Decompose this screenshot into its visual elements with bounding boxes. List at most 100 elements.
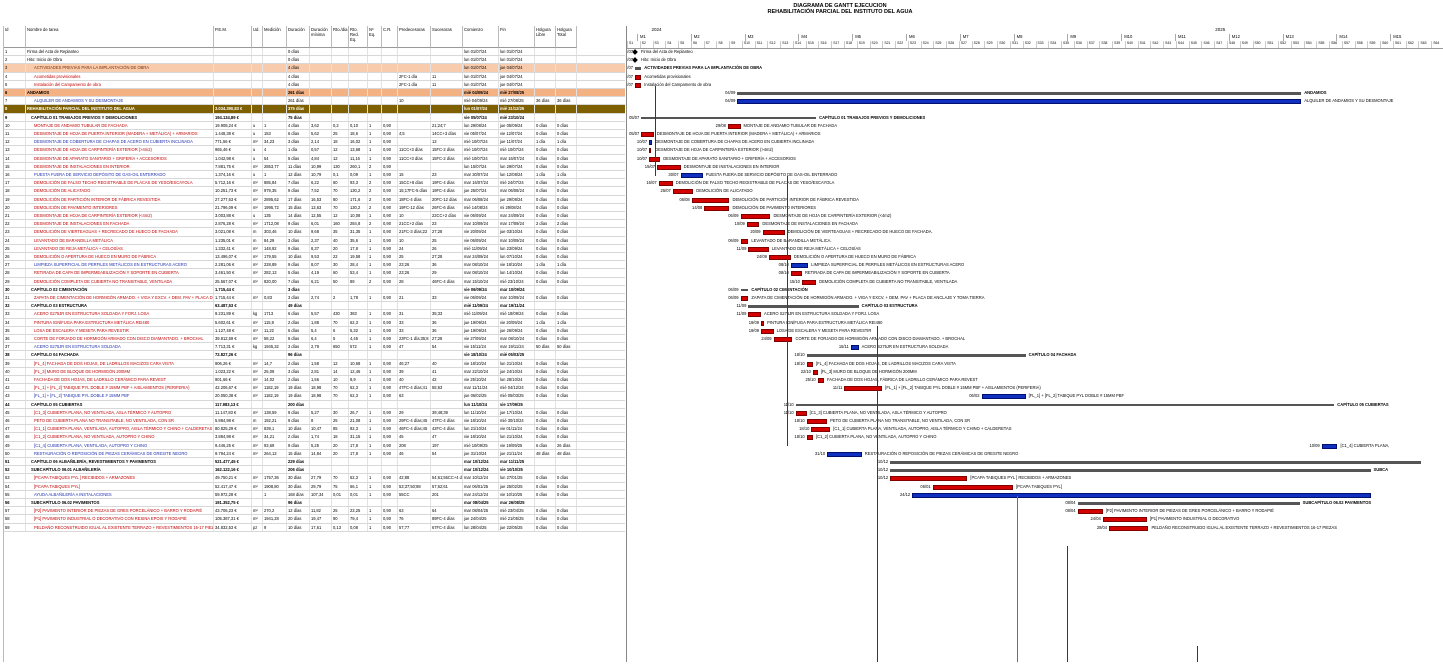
table-row[interactable]: 5 Instalación del Campamento de obra 4 día… [4, 80, 625, 89]
task-bar[interactable] [932, 484, 1013, 490]
column-header-rto[interactable]: Rto./dia [332, 26, 349, 48]
table-row[interactable]: 1 Firma del Acta de Replanteo 0 días lun 01… [4, 48, 625, 57]
task-bar[interactable] [740, 214, 771, 219]
task-bar[interactable] [795, 410, 807, 416]
column-header-pred[interactable]: Predecesoras [398, 26, 431, 48]
summary-bar[interactable] [890, 461, 1421, 464]
column-header-pem[interactable]: P.E.M. [214, 26, 252, 48]
table-row[interactable]: 44 CAPÍTULO 05 CUBIERTAS 117.983,13 € 200 d… [4, 400, 625, 409]
table-row[interactable]: 48 [C1_2] CUBIERTA PLANA, NO VENTILADA, A… [4, 433, 625, 442]
table-row[interactable]: 53 [PCAPA TABIQUES PYL ] RECIBIDOS + ARMA… [4, 474, 625, 483]
task-bar[interactable] [790, 271, 802, 277]
table-row[interactable]: 11 DESMONTAJE DE HOJA DE PUERTA INTERIOR … [4, 130, 625, 139]
column-header-start[interactable]: Comienzo [463, 26, 499, 48]
table-row[interactable]: 6 ANDAMIOS 261 días mié 04/09/24 mié 27/08/2… [4, 89, 625, 98]
task-bar[interactable] [890, 476, 968, 482]
table-row[interactable]: 21 DESMONTAJE DE HOJA DE CARPINTERÍA EXTE… [4, 212, 625, 221]
table-row[interactable]: 22 DESMONTAJE DE INSTALACIONES EN FACHADA… [4, 220, 625, 229]
table-row[interactable]: 8 REHABILITACIÓN PARCIAL DEL INSTITUTO DE… [4, 105, 625, 114]
task-bar[interactable] [817, 378, 824, 383]
task-bar[interactable] [658, 181, 673, 187]
summary-bar[interactable] [740, 288, 749, 292]
table-row[interactable]: 17 DEMOLICIÓN DE FALSO TECHO REGISTRABLE … [4, 179, 625, 188]
table-row[interactable]: 12 DESMONTAJE DE COBERTURA DE CHAPAS DE A… [4, 138, 625, 147]
task-bar[interactable] [806, 435, 813, 441]
table-row[interactable]: 26 DEMOLICIÓN O APERTURA DE HUECO EN MURO… [4, 253, 625, 262]
table-row[interactable]: 19 DEMOLICIÓN DE PARTICIÓN INTERIOR DE FÁ… [4, 195, 625, 204]
table-row[interactable]: 45 [C1_3] CUBIERTA PLANA, NO VENTILADA, A… [4, 408, 625, 417]
table-row[interactable]: 35 LOSA DE ESCALERA Y MESETA PARA REVESTI… [4, 326, 625, 335]
task-bar-slack[interactable] [850, 345, 859, 351]
table-row[interactable]: 49 [C1_4] CUBIERTA PLANA, VENTILADA, AUTO… [4, 441, 625, 450]
table-row[interactable]: 13 DESMONTAJE DE HOJA DE CARPINTERÍA EXTE… [4, 146, 625, 155]
task-bar[interactable] [806, 419, 828, 424]
task-bar[interactable] [740, 238, 749, 244]
summary-bar[interactable] [737, 92, 1302, 95]
column-header-end[interactable]: Fin [499, 26, 535, 48]
table-row[interactable]: 18 DEMOLICIÓN DE ALICATADO 10.251,73 € m² 97… [4, 187, 625, 196]
table-row[interactable]: 47 [C1_1] CUBIERTA PLANA, VENTILADA, AUTO… [4, 425, 625, 434]
task-bar[interactable] [1109, 525, 1149, 531]
task-bar[interactable] [748, 246, 769, 252]
table-row[interactable]: 29 DEMOLICIÓN COMPLETA DE CUBIERTA NO TRA… [4, 277, 625, 286]
task-bar[interactable] [746, 222, 760, 228]
table-row[interactable]: 38 CAPÍTULO 04 FACHADA 72.827,26 € 96 días v… [4, 351, 625, 360]
table-row[interactable]: 55 AYUDA ALBAÑILERÍA A INSTALACIONES 59.97… [4, 490, 625, 499]
task-bar[interactable] [811, 427, 831, 433]
task-table[interactable]: Id Nombre de tarea P.E.M. Ud. Medición Duraci… [3, 26, 625, 662]
task-bar[interactable] [740, 296, 749, 301]
column-header-neq[interactable]: Nº Eq. [368, 26, 382, 48]
summary-bar[interactable] [635, 67, 642, 70]
task-bar[interactable] [801, 279, 817, 285]
table-row[interactable]: 37 ACERO S275JR EN ESTRUCTURA SOLDADA 7.71… [4, 343, 625, 352]
table-row[interactable]: 15 DESMONTAJE DE INSTALACIONES EN INTERIO… [4, 162, 625, 171]
task-bar-slack[interactable] [827, 451, 862, 457]
table-row[interactable]: 25 LEVANTADO DE REJA METÁLICA + CELOSÍAS 1… [4, 244, 625, 253]
table-row[interactable]: 14 DESMONTAJE DE APARATO SANITARIO + GRIF… [4, 154, 625, 163]
task-bar[interactable] [641, 132, 654, 137]
task-bar[interactable] [649, 148, 652, 154]
table-row[interactable]: 41 FACHADA DE DOS HOJAS, DE LADRILLO CERÁ… [4, 376, 625, 385]
summary-bar[interactable] [795, 403, 1335, 407]
summary-bar[interactable] [748, 305, 859, 308]
task-bar[interactable] [806, 361, 813, 367]
table-row[interactable]: 36 CORTE DE FORJADO DE HORMIGÓN ARMADO CO… [4, 335, 625, 344]
column-header-hl[interactable]: Holgura Libre [535, 26, 556, 48]
table-row[interactable]: 30 CAPÍTULO 02 CIMENTACIÓN 1.715,44 € 3 día… [4, 285, 625, 294]
table-row[interactable]: 32 CAPÍTULO 03 ESTRUCTURA 63.487,53 € 49 dí… [4, 302, 625, 311]
table-row[interactable]: 9 CAPÍTULO 01 TRABAJOS PREVIOS Y DEMOLICI… [4, 113, 625, 122]
task-bar[interactable] [672, 189, 694, 195]
table-row[interactable]: 34 PINTURA IGNÍFUGA PARA ESTRUCTURA METÁL… [4, 318, 625, 327]
table-row[interactable]: 43 [FL_1] + [FL_2] TABIQUE PYL DOBLE # 15… [4, 392, 625, 401]
table-row[interactable]: 33 ACERO S275JR EN ESTRUCTURA SOLDADA Y F… [4, 310, 625, 319]
task-bar-slack[interactable] [981, 394, 1026, 400]
table-row[interactable]: 28 RETIRADA DE CAPA DE IMPERMEABILIZACIÓN… [4, 269, 625, 278]
table-row[interactable]: 46 PETO DE CUBIERTA PLANA NO TRANSITABLE,… [4, 417, 625, 426]
column-header-suc[interactable]: Sucesoras [431, 26, 463, 48]
column-header-cr[interactable]: C.R. [382, 26, 398, 48]
table-row[interactable]: 2 Hito: Inicio de Obra 0 días lun 01/07/24 l… [4, 56, 625, 65]
task-bar[interactable] [762, 230, 785, 236]
table-row[interactable]: 10 MONTAJE DE ANDAMIO TUBULAR DE FACHADA 1… [4, 121, 625, 130]
task-bar[interactable] [844, 386, 883, 392]
table-row[interactable]: 39 [FL_4] FACHADA DE DOS HOJAS, DE LADRIL… [4, 359, 625, 368]
task-bar[interactable] [768, 255, 791, 260]
task-bar[interactable] [704, 205, 730, 211]
column-header-dur[interactable]: Duración [287, 26, 310, 48]
table-row[interactable]: 16 PUESTA FUERA DE SERVICIO DEPÓSITO DE G… [4, 171, 625, 180]
summary-bar[interactable] [890, 469, 1371, 472]
task-bar-slack[interactable] [1321, 443, 1338, 449]
column-header-ht[interactable]: Holgura Total [556, 26, 577, 48]
task-bar-slack[interactable] [649, 140, 653, 146]
table-row[interactable]: 56 SUBCAPÍTULO 06.02 PAVIMENTOS 191.352,75… [4, 499, 625, 508]
column-header-ud[interactable]: Ud. [252, 26, 263, 48]
table-row[interactable]: 51 CAPÍTULO 06 ALBAÑILERÍA, REVESTIMIENTO… [4, 458, 625, 467]
milestone-icon[interactable] [632, 48, 638, 55]
table-row[interactable]: 31 ZAPATA DE CIMENTACIÓN DE HORMIGÓN ARMA… [4, 294, 625, 303]
table-row[interactable]: 4 Acometidas provisionales 4 días 2FC-1 día… [4, 72, 625, 81]
task-bar[interactable] [1077, 509, 1103, 515]
table-row[interactable]: 40 [FL_3] MURO DE BLOQUE DE HORMIGÓN 200M… [4, 367, 625, 376]
task-bar[interactable] [691, 197, 730, 203]
table-row[interactable]: 58 [P1] PAVIMENTO INDUSTRIAL O DECORATIVO… [4, 515, 625, 524]
column-header-rred[interactable]: Rto. Red. Eq. [349, 26, 368, 48]
